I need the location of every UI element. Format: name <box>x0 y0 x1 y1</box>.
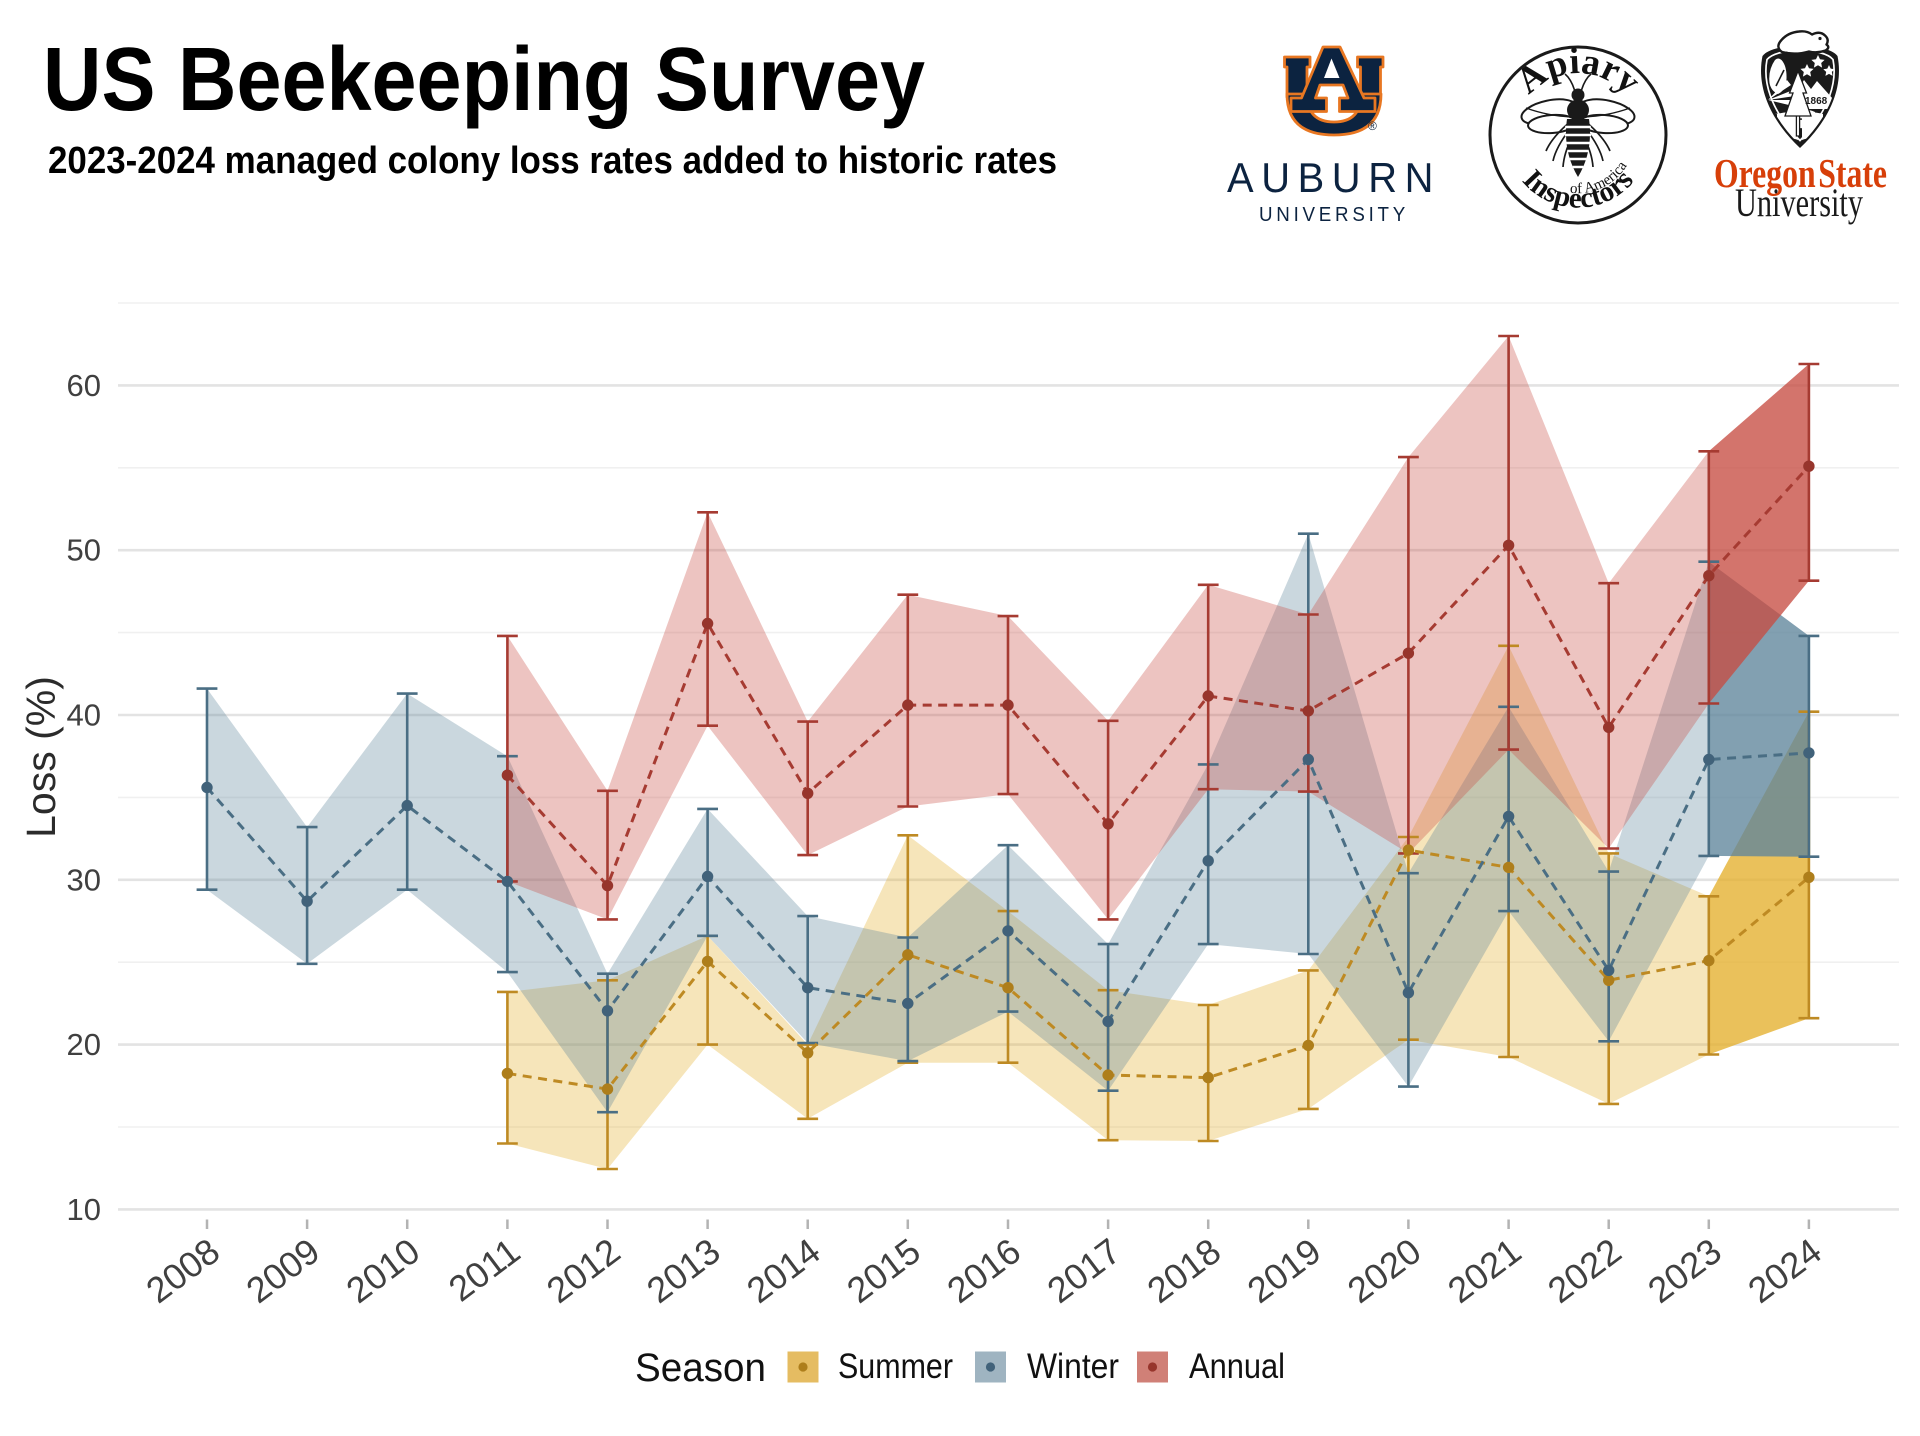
svg-text:®: ® <box>1368 119 1377 133</box>
svg-text:Loss (%): Loss (%) <box>18 676 64 838</box>
svg-text:Summer: Summer <box>838 1347 953 1386</box>
svg-text:50: 50 <box>67 533 101 568</box>
svg-text:60: 60 <box>67 368 101 403</box>
svg-text:20: 20 <box>67 1027 101 1062</box>
svg-text:Oregon State: Oregon State <box>1714 150 1887 196</box>
svg-text:30: 30 <box>67 862 101 897</box>
svg-text:10: 10 <box>67 1192 101 1227</box>
svg-text:2023-2024 managed colony loss: 2023-2024 managed colony loss rates adde… <box>48 140 1057 182</box>
svg-text:40: 40 <box>67 698 101 733</box>
svg-text:UNIVERSITY: UNIVERSITY <box>1259 204 1409 226</box>
svg-text:1868: 1868 <box>1805 96 1828 107</box>
svg-text:AUBURN: AUBURN <box>1227 154 1441 201</box>
svg-text:University: University <box>1735 180 1863 225</box>
svg-text:Winter: Winter <box>1027 1347 1119 1386</box>
svg-text:US Beekeeping Survey: US Beekeeping Survey <box>43 30 925 130</box>
svg-text:Season: Season <box>635 1346 766 1390</box>
svg-text:Annual: Annual <box>1189 1347 1285 1386</box>
